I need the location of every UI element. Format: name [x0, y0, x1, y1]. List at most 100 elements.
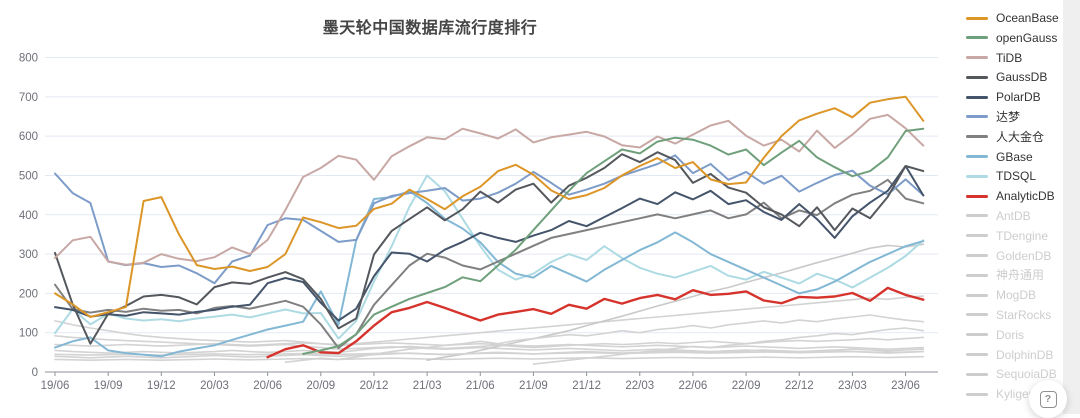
y-tick-label: 500	[19, 170, 38, 182]
series-line-tdsql	[54, 174, 925, 340]
legend-label: GBase	[996, 149, 1033, 164]
series-line-rendajincang	[54, 178, 925, 349]
legend-item-dameng[interactable]: 达梦	[966, 110, 1076, 124]
legend-line-swatch	[966, 372, 988, 376]
legend-line-swatch	[966, 155, 988, 159]
x-tick-label: 22/06	[679, 380, 708, 392]
legend-line-swatch	[966, 273, 988, 277]
legend-label: openGauss	[996, 30, 1058, 45]
help-button[interactable]: ?	[1029, 380, 1067, 418]
legend-label: DolphinDB	[996, 347, 1054, 362]
series-line-doris	[54, 295, 925, 347]
y-tick-label: 600	[19, 131, 38, 143]
legend-label: AntDB	[996, 208, 1031, 223]
x-tick-label: 19/06	[41, 380, 70, 392]
legend-item-tdsql[interactable]: TDSQL	[966, 169, 1076, 183]
series-line-gaussdb	[54, 151, 925, 345]
series-line-kyligence	[54, 355, 925, 362]
y-tick-label: 0	[32, 367, 38, 379]
legend-item-sequoiadb[interactable]: SequoiaDB	[966, 367, 1076, 381]
legend-label: StarRocks	[996, 307, 1052, 322]
legend-line-swatch	[966, 36, 988, 40]
legend-line-swatch	[966, 353, 988, 357]
legend-line-swatch	[966, 293, 988, 297]
y-tick-label: 100	[19, 328, 38, 340]
legend-item-starrocks[interactable]: StarRocks	[966, 308, 1076, 322]
legend-label: 人大金仓	[996, 129, 1045, 144]
series-line-starrocks	[426, 243, 925, 362]
legend-line-swatch	[966, 174, 988, 178]
legend-label: TDSQL	[996, 169, 1037, 184]
x-tick-label: 20/12	[360, 380, 389, 392]
legend-item-goldendb[interactable]: GoldenDB	[966, 249, 1076, 263]
legend-item-gbase[interactable]: GBase	[966, 150, 1076, 164]
x-tick-label: 19/12	[147, 380, 176, 392]
legend-item-tdengine[interactable]: TDengine	[966, 229, 1076, 243]
legend-line-swatch	[966, 313, 988, 317]
x-tick-label: 21/09	[519, 380, 548, 392]
legend-label: 达梦	[996, 109, 1021, 124]
series-line-oceanbase	[54, 95, 925, 318]
legend-line-swatch	[966, 135, 988, 139]
legend-line-swatch	[966, 214, 988, 218]
legend-label: GaussDB	[996, 70, 1048, 85]
legend-item-doris[interactable]: Doris	[966, 328, 1076, 342]
series-line-analyticdb	[266, 286, 925, 359]
y-tick-label: 700	[19, 92, 38, 104]
legend-item-shenzhoutongyong[interactable]: 神舟通用	[966, 268, 1076, 282]
x-tick-label: 23/03	[838, 380, 867, 392]
x-tick-label: 23/06	[891, 380, 920, 392]
legend-line-swatch	[966, 254, 988, 258]
legend-label: TiDB	[996, 50, 1023, 65]
legend-item-oceanbase[interactable]: OceanBase	[966, 11, 1076, 25]
x-tick-label: 20/09	[306, 380, 335, 392]
legend-item-antdb[interactable]: AntDB	[966, 209, 1076, 223]
legend-label: GoldenDB	[996, 248, 1052, 263]
y-axis: 0 100 200 300 400 500 600 700 800	[19, 53, 938, 379]
x-axis: 19/06 19/09 19/12 20/03 20/06 20/09 20/12 21/03…	[41, 371, 938, 392]
series-line-mogdb	[532, 327, 925, 365]
y-tick-label: 400	[19, 210, 38, 222]
legend-item-tidb[interactable]: TiDB	[966, 51, 1076, 65]
legend-label: MogDB	[996, 288, 1037, 303]
series-line-polardb	[54, 165, 925, 322]
legend-item-mogdb[interactable]: MogDB	[966, 288, 1076, 302]
legend-line-swatch	[966, 95, 988, 99]
legend-line-swatch	[966, 16, 988, 20]
legend-line-swatch	[966, 194, 988, 198]
legend-line-swatch	[966, 333, 988, 337]
series-line-opengauss	[302, 127, 925, 355]
series-line-shenzhoutongyong	[54, 320, 925, 351]
popularity-line-chart[interactable]: 0 100 200 300 400 500 600 700 800 19/06 19/09 19/12…	[0, 0, 960, 414]
legend-line-swatch	[966, 56, 988, 60]
series-line-goldendb	[54, 348, 925, 359]
legend-item-dolphindb[interactable]: DolphinDB	[966, 348, 1076, 362]
legend-label: TDengine	[996, 228, 1049, 243]
legend-label: AnalyticDB	[996, 189, 1055, 204]
series-line-tdengine	[284, 314, 925, 364]
page-scrollbar-track[interactable]	[1063, 0, 1080, 414]
x-tick-label: 22/09	[732, 380, 761, 392]
x-tick-label: 22/03	[625, 380, 654, 392]
legend-line-swatch	[966, 392, 988, 396]
legend-label: Doris	[996, 327, 1025, 342]
legend-label: OceanBase	[996, 11, 1059, 25]
legend-item-analyticdb[interactable]: AnalyticDB	[966, 189, 1076, 203]
question-mark-icon: ?	[1039, 390, 1057, 408]
x-tick-label: 20/03	[200, 380, 229, 392]
y-tick-label: 800	[19, 53, 38, 65]
legend-label: 神舟通用	[996, 268, 1045, 283]
legend-item-opengauss[interactable]: openGauss	[966, 31, 1076, 45]
chart-legend: OceanBase openGauss TiDB GaussDB PolarDB 达梦人大…	[966, 11, 1076, 407]
legend-line-swatch	[966, 234, 988, 238]
series-line-gbase	[54, 190, 925, 358]
chart-title: 墨天轮中国数据库流行度排行	[322, 20, 538, 37]
legend-line-swatch	[966, 115, 988, 119]
legend-item-polardb[interactable]: PolarDB	[966, 90, 1076, 104]
x-tick-label: 20/06	[253, 380, 282, 392]
x-tick-label: 21/03	[413, 380, 442, 392]
y-tick-label: 300	[19, 249, 38, 261]
x-tick-label: 19/09	[94, 380, 123, 392]
legend-item-gaussdb[interactable]: GaussDB	[966, 70, 1076, 84]
legend-item-rendajincang[interactable]: 人大金仓	[966, 130, 1076, 144]
